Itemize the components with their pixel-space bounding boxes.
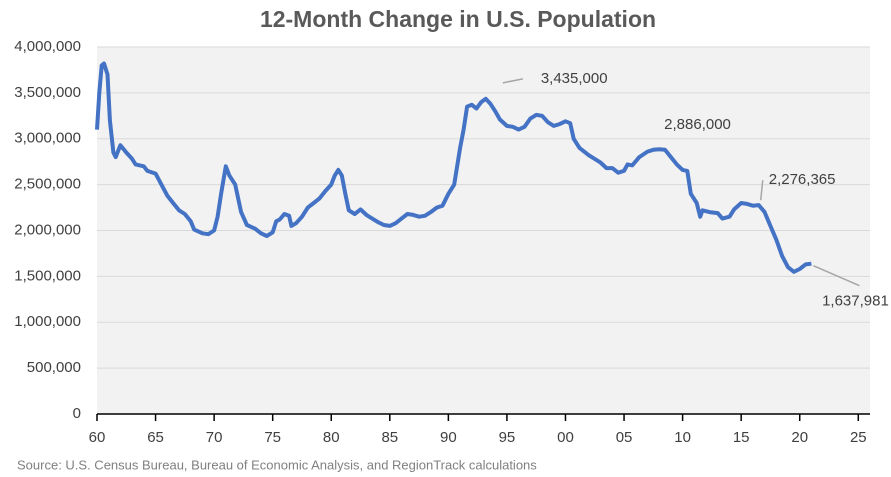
x-tick-label: 70 xyxy=(206,429,223,446)
x-tick-label: 10 xyxy=(674,429,691,446)
y-tick-label: 0 xyxy=(73,405,81,422)
x-tick-label: 25 xyxy=(850,429,867,446)
y-tick-label: 1,000,000 xyxy=(14,313,81,330)
data-line xyxy=(95,61,812,274)
leader-line xyxy=(813,265,860,287)
source-note: Source: U.S. Census Bureau, Bureau of Ec… xyxy=(17,457,537,472)
x-tick-label: 20 xyxy=(791,429,808,446)
y-tick-label: 2,500,000 xyxy=(14,176,81,193)
annotation: 2,886,000 xyxy=(664,116,731,133)
x-tick-label: 60 xyxy=(89,429,106,446)
y-tick-label: 4,000,000 xyxy=(14,38,81,55)
y-tick-label: 500,000 xyxy=(27,359,81,376)
chart-title: 12-Month Change in U.S. Population xyxy=(260,6,656,32)
x-tick-label: 75 xyxy=(264,429,281,446)
x-tick-label: 95 xyxy=(499,429,516,446)
x-tick-label: 00 xyxy=(557,429,574,446)
x-tick-label: 85 xyxy=(381,429,398,446)
leader-line xyxy=(502,78,523,84)
x-tick-label: 05 xyxy=(616,429,633,446)
leader-line xyxy=(759,180,764,201)
x-tick-label: 80 xyxy=(323,429,340,446)
annotation: 1,637,981 xyxy=(822,293,889,310)
y-tick-label: 2,000,000 xyxy=(14,221,81,238)
annotation: 3,435,000 xyxy=(541,70,608,87)
y-tick-label: 1,500,000 xyxy=(14,267,81,284)
y-tick-label: 3,500,000 xyxy=(14,84,81,101)
x-tick-label: 65 xyxy=(147,429,164,446)
x-tick-label: 15 xyxy=(733,429,750,446)
x-tick-label: 90 xyxy=(440,429,457,446)
y-tick-label: 3,000,000 xyxy=(14,130,81,147)
annotation: 2,276,365 xyxy=(769,171,836,188)
